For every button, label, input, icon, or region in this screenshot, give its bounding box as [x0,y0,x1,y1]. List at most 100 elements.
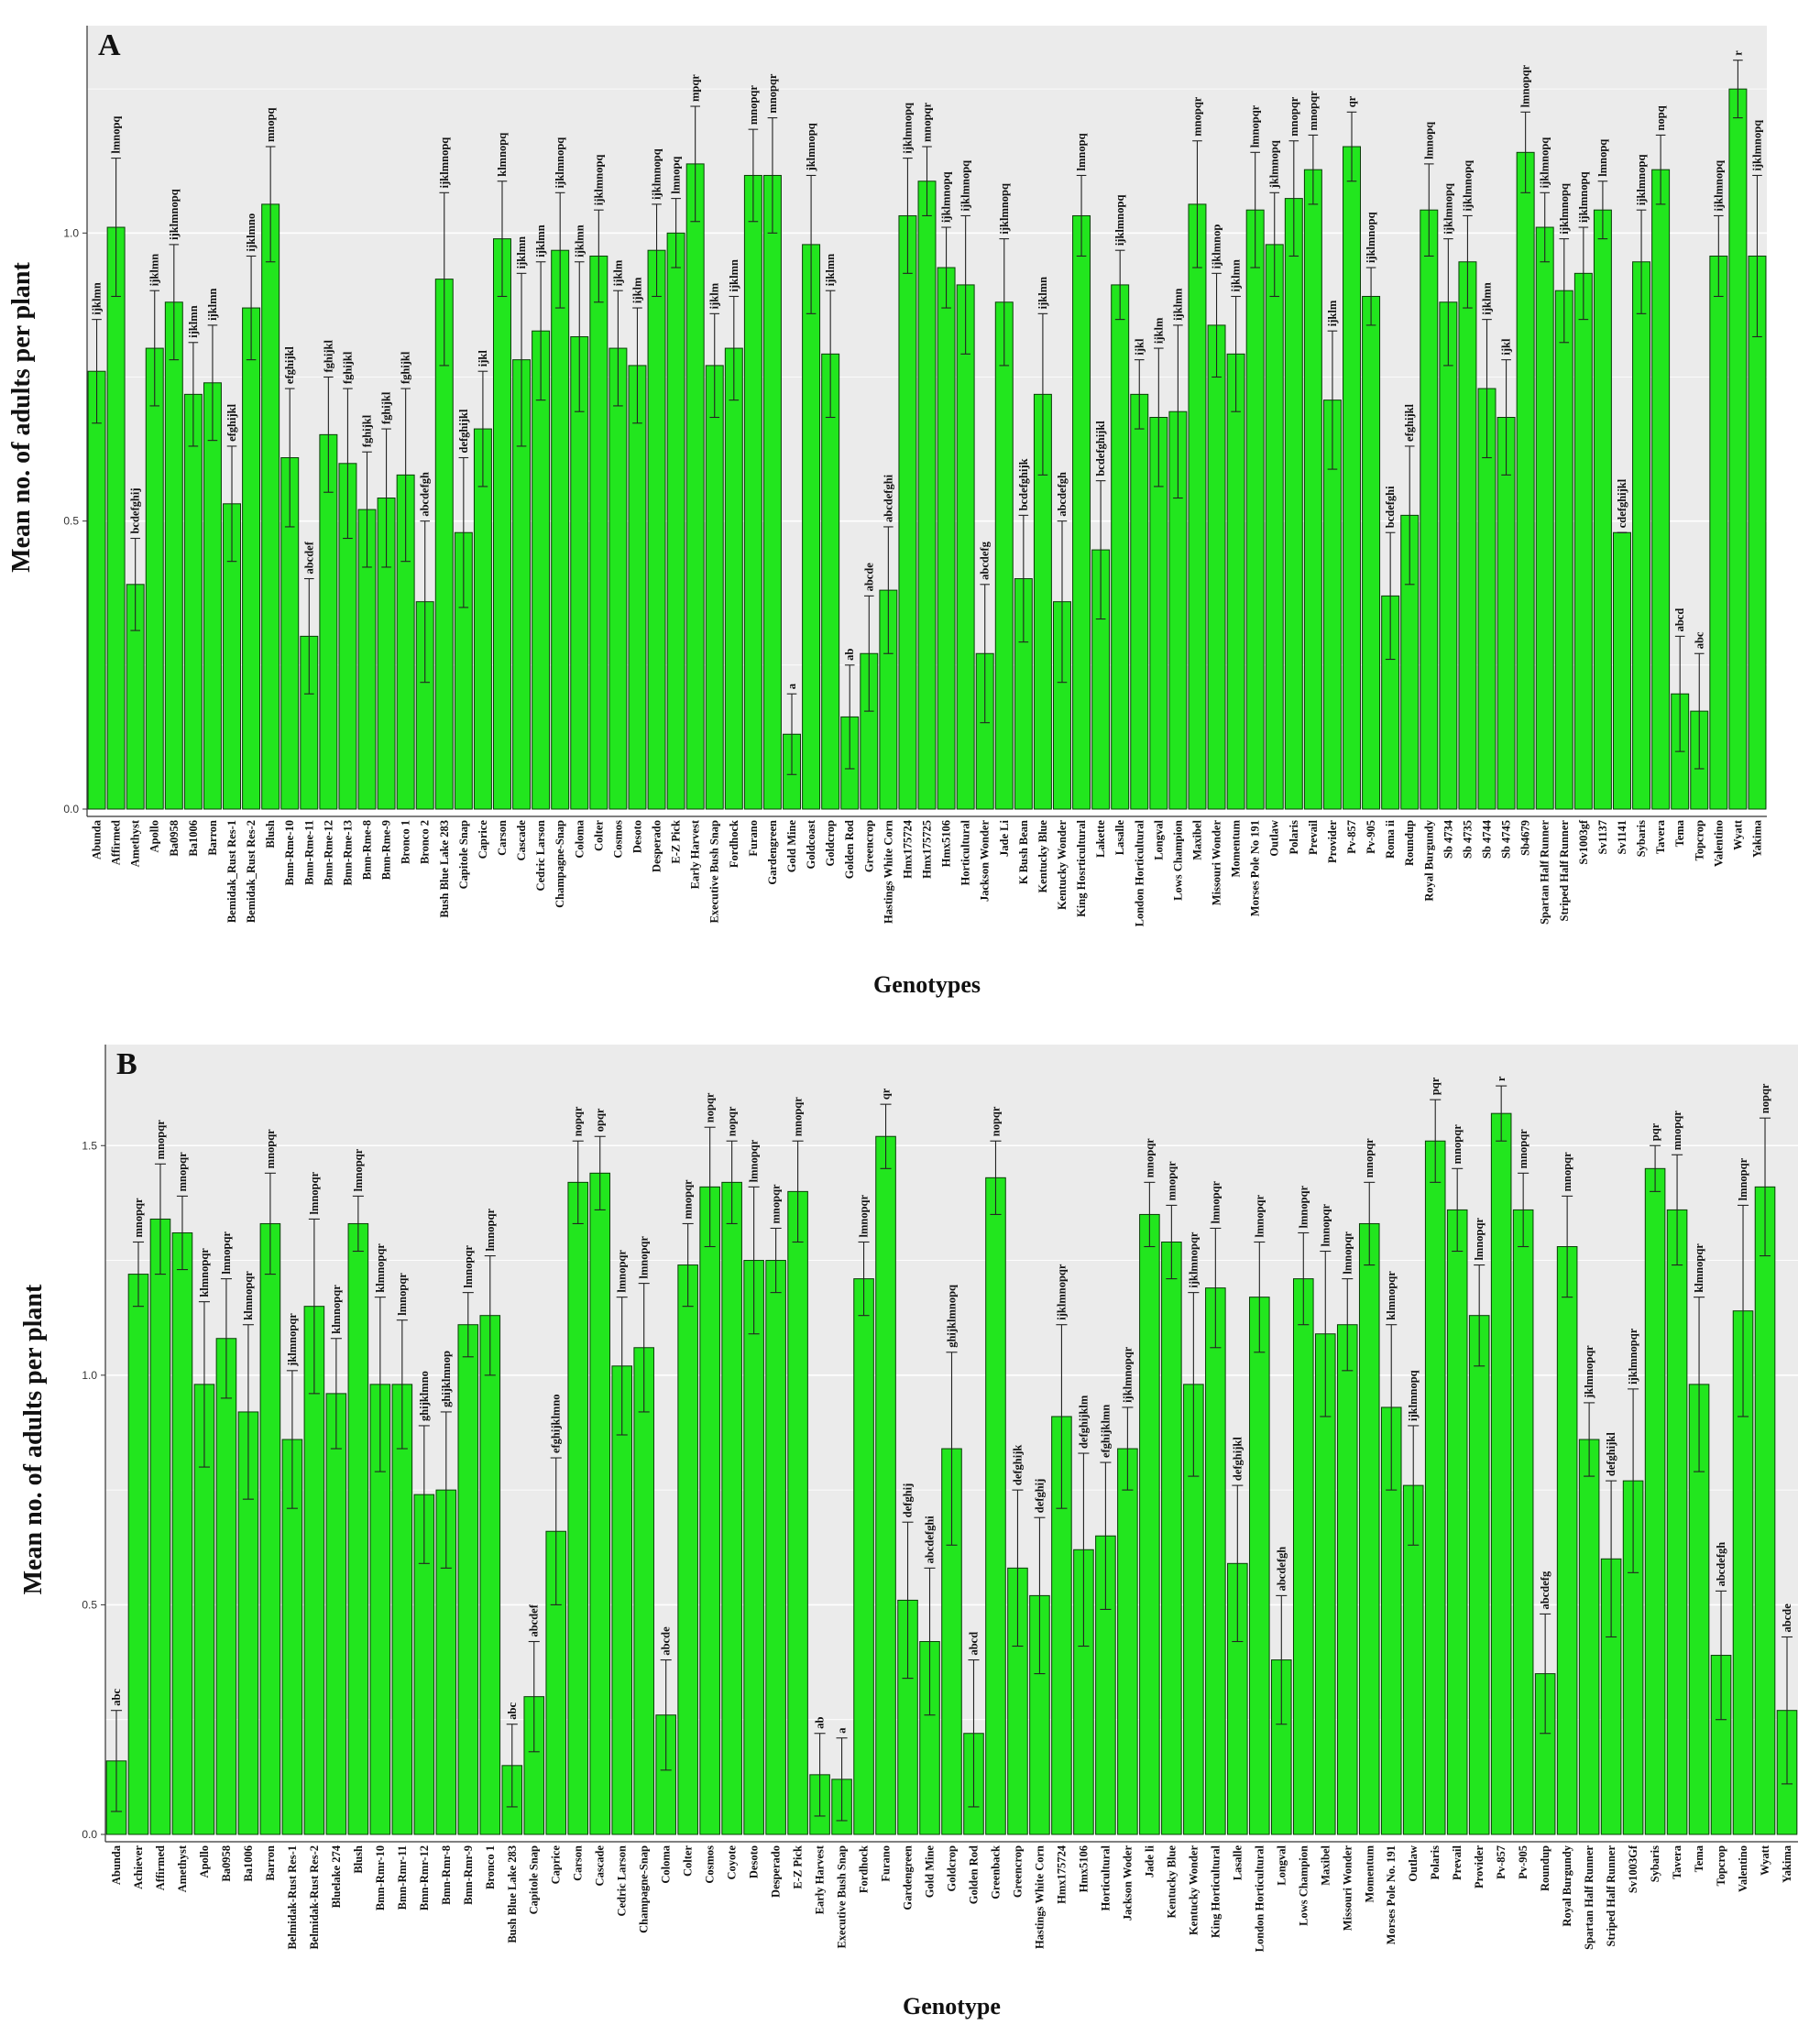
panel-b-significance-label: mnopqr [1165,1161,1178,1201]
panel-a-category-label: Polaris [1288,820,1300,855]
panel-a-significance-label: ijklmnopq [1635,155,1648,206]
panel-a-significance-label: mnopqr [1190,96,1203,137]
panel-b-category-label: Hastings White Corn [1033,1845,1046,1949]
panel-b-category-label: E-Z Pick [792,1845,805,1889]
panel-a-category-label: Hmx175725 [921,820,934,879]
panel-a-bar [1748,255,1767,810]
panel-a-bar [821,353,840,810]
panel-a-bar [106,226,126,810]
panel-a-significance-label: abcdef [302,541,315,574]
panel-a-category-label: Cosmos [611,820,624,859]
panel-a-significance-label: ijklmnopq [998,183,1011,235]
panel-a-category-label: Amethyst [129,819,142,867]
panel-b-category-label: Bush Blue Lake 283 [506,1845,519,1943]
panel-a-bar [1593,209,1612,810]
panel-a-category-label: Bemidak_Rust Res-1 [225,820,238,923]
panel-a-category-label: Sb 4734 [1442,819,1454,859]
panel-a-category-label: Yakima [1750,819,1763,858]
panel-a-significance-label: ijklmno [245,213,258,252]
panel-a-bar [532,330,551,810]
panel-b-category-label: Kentucky Wonder [1187,1845,1200,1935]
panel-b-category-label: Golden Rod [967,1845,980,1904]
panel-b-bar [1205,1287,1226,1835]
panel-b-bar [677,1264,698,1835]
panel-b-y-tick-label: 1.0 [82,1369,97,1382]
panel-b-category-label: Bmn-Rmr-12 [418,1845,431,1910]
panel-b-category-label: Horticultural [1099,1844,1112,1910]
panel-b-category-label: Greencrop [1011,1845,1024,1898]
panel-b-significance-label: defghij [1033,1479,1046,1514]
panel-a-category-label: Gardengreen [766,820,779,885]
panel-a-significance-label: ijklmn [148,254,161,286]
panel-b-y-axis-title: Mean no. of adults per plant [19,1284,48,1594]
panel-a-bar [666,232,685,810]
panel-b-significance-label: lmnopqr [1297,1185,1310,1228]
panel-a-category-label: Missouri Wonder [1211,820,1223,906]
panel-a-significance-label: ijklmn [1481,282,1494,314]
panel-b-category-label: Royal Burgundy [1561,1844,1573,1926]
panel-b-category-label: Belmidak-Rust Res-1 [286,1845,299,1950]
panel-a-bar [1535,226,1554,810]
panel-b-bar [1249,1297,1270,1835]
panel-b-bar [1336,1324,1358,1835]
panel-a-category-label: Lasalle [1113,820,1126,856]
panel-a-bar [261,203,280,810]
panel-a-significance-label: abcde [862,563,875,592]
panel-a-significance-label: bcdefghi [1384,486,1397,528]
panel-a-significance-label: abcdefgh [1056,472,1069,517]
panel-b-category-label: Spartan Half Runner [1583,1845,1595,1950]
panel-a-bar [203,382,222,810]
panel-b-significance-label: lmnopqr [616,1250,629,1293]
panel-a-significance-label: bcdefghijkl [1094,421,1107,476]
panel-b-category-label: Blush [352,1845,365,1874]
panel-a-category-label: Bush Blue Lake 283 [438,820,451,918]
panel-a-significance-label: ijklmnop [1211,224,1223,269]
panel-b-significance-label: lmnopqr [1473,1218,1486,1261]
panel-a-category-label: Striped Half Runner [1558,820,1571,922]
panel-b-letter: B [116,1047,137,1081]
panel-a-bar [724,347,743,810]
panel-b-significance-label: nopqr [1759,1083,1771,1113]
panel-b-category-label: Colter [682,1845,695,1877]
panel-b-significance-label: nopqr [572,1106,585,1136]
panel-b-significance-label: lmnopqr [462,1245,475,1288]
panel-b-significance-label: klmnopqr [330,1285,343,1334]
panel-b-significance-label: mnopqr [1671,1111,1683,1151]
panel-b-y-tick-label: 0.5 [82,1598,97,1611]
panel-a-significance-label: mpqr [689,74,702,102]
panel-a-significance-label: abcdefg [979,541,992,579]
panel-a-significance-label: ijklmnopq [1712,160,1725,212]
panel-a-category-label: Bmn-Rme-12 [322,820,334,886]
panel-a-significance-label: ijklmnopq [651,148,663,200]
panel-b-bar [787,1190,808,1835]
panel-a-bar [242,307,261,810]
panel-b-category-label: Tema [1693,1844,1705,1872]
panel-a-significance-label: fghijkl [380,391,393,424]
panel-b-bar [1292,1278,1314,1835]
panel-b-significance-label: pqr [1429,1077,1442,1095]
panel-a-significance-label: ijklmnopq [1365,212,1377,263]
panel-a-significance-label: efghijkl [225,403,238,442]
panel-b-significance-label: mnopqr [682,1179,695,1220]
panel-b-x-axis-title: Genotype [903,1993,1001,2020]
panel-a-significance-label: ijklmn [728,259,740,291]
panel-b-category-label: Champagne-Snap [638,1845,651,1933]
panel-b-significance-label: mnopqr [770,1184,783,1224]
panel-b-category-label: Amethyst [176,1844,189,1892]
panel-a-category-label: Tavera [1654,819,1667,854]
panel-b-significance-label: lmnopqr [1737,1157,1749,1200]
panel-a-category-label: Horticultural [959,819,972,885]
panel-b-category-label: Gardengreen [902,1845,915,1910]
panel-a-significance-label: ijklmn [824,254,837,286]
panel-a-significance-label: ijklmnopq [1113,195,1126,246]
panel-b-category-label: Missouri Wonder [1341,1845,1354,1932]
panel-a-significance-label: fghijkl [322,340,334,373]
panel-b-significance-label: mnopqr [1363,1138,1376,1178]
panel-a-bar [956,284,975,810]
panel-a-category-label: Golden Rod [843,820,856,879]
panel-a-significance-label: abcd [1673,608,1686,632]
panel-a-category-label: Gold Mine [785,820,798,873]
panel-b-bar [1117,1448,1138,1835]
panel-b-bar [391,1384,413,1835]
panel-a-bar [898,214,917,810]
